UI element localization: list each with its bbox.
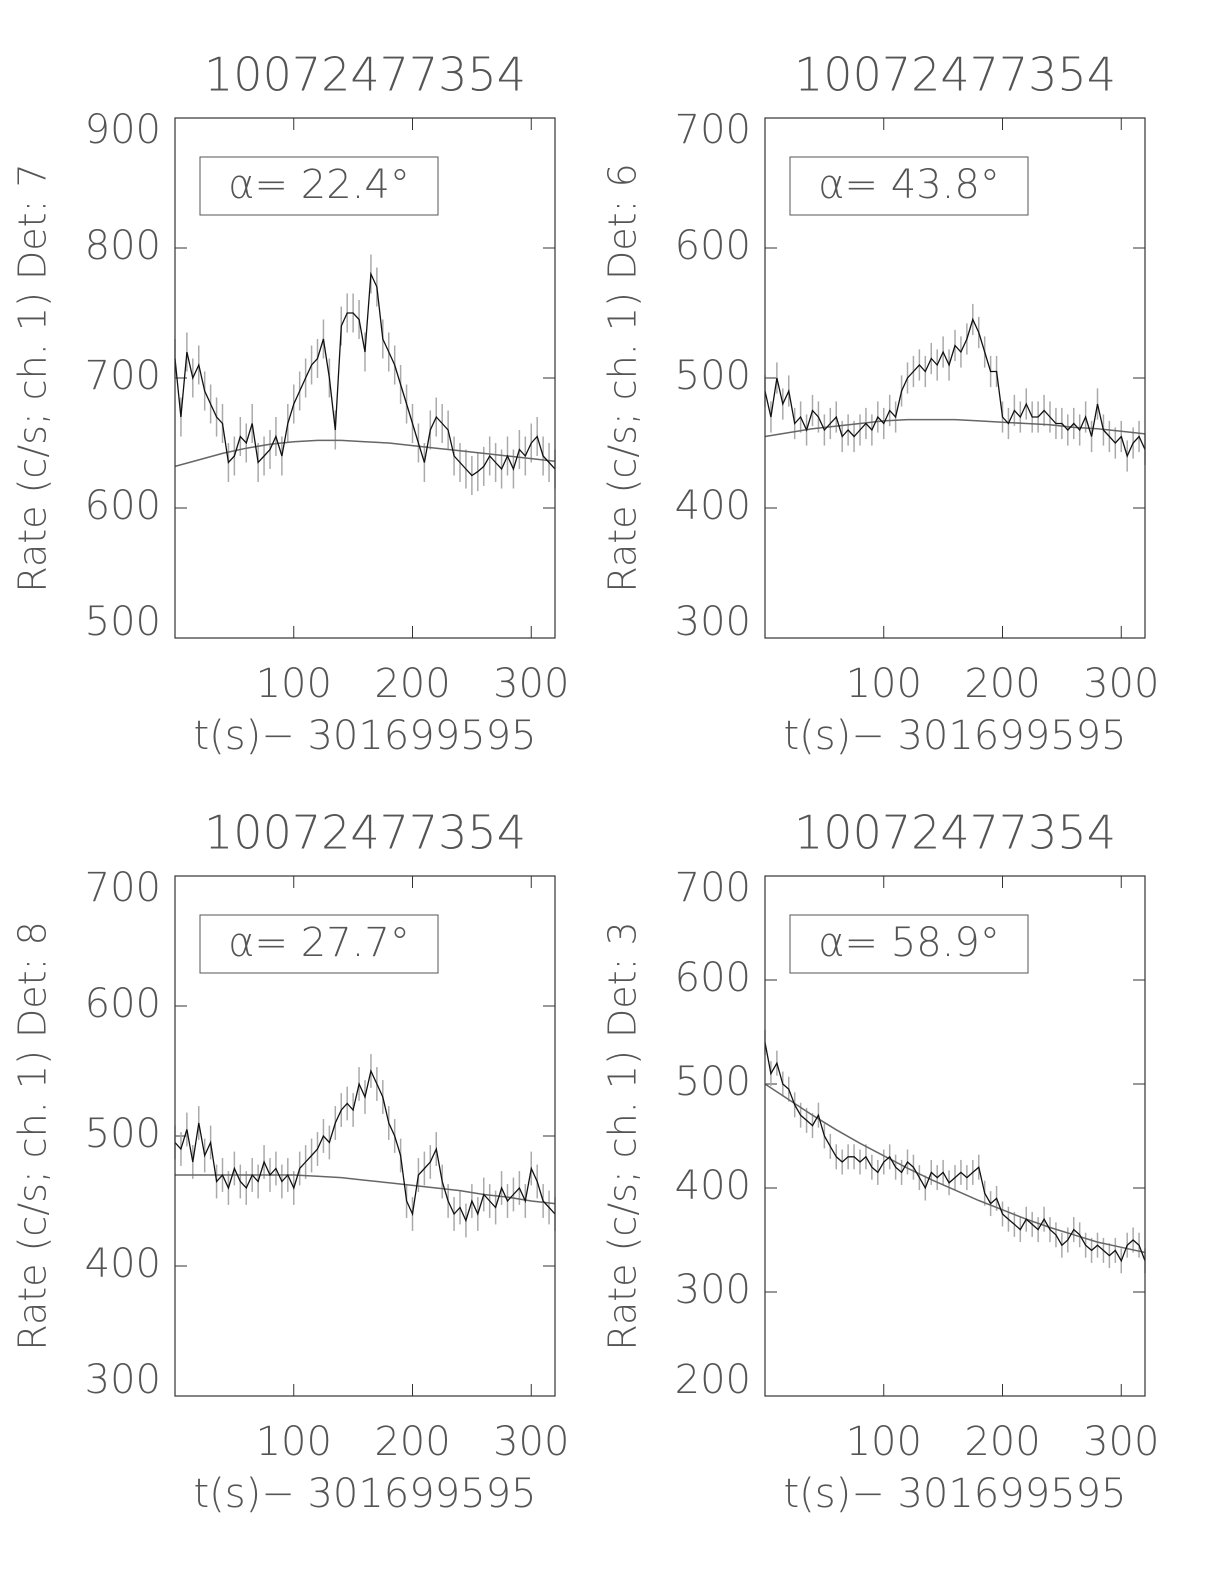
panel-title: 10072477354 [794,48,1116,102]
panel: 10072477354 Rate (c/s; ch. 1) Det: 6 t(s)−… [601,48,1160,760]
y-tick-label: 300 [85,1357,161,1403]
y-tick-label: 400 [675,483,751,529]
fit-curve [175,1174,556,1205]
panel-title: 10072477354 [794,806,1116,860]
annotation: α= 22.4° [228,162,410,208]
plot-frame [174,875,556,1397]
panel: 10072477354 Rate (c/s; ch. 1) Det: 3 t(s)−… [601,806,1160,1518]
y-tick-label: 700 [85,865,161,911]
x-axis-label: t(s)− 301699595 [783,713,1126,759]
x-tick-label: 300 [493,661,569,707]
annotation-box [199,914,439,974]
y-tick-label: 300 [675,1267,751,1313]
y-axis-label: Rate (c/s; ch. 1) Det: 6 [601,163,645,592]
y-tick-label: 900 [85,107,161,153]
y-axis-label: Rate (c/s; ch. 1) Det: 3 [601,921,645,1350]
annotation: α= 43.8° [818,162,1000,208]
y-tick-label: 500 [675,353,751,399]
y-tick-label: 600 [85,981,161,1027]
y-tick-label: 700 [85,353,161,399]
y-tick-label: 800 [85,223,161,269]
panel: 10072477354 Rate (c/s; ch. 1) Det: 8 t(s)−… [11,806,570,1518]
x-tick-label: 100 [846,1419,922,1465]
y-tick-label: 600 [675,955,751,1001]
x-axis-label: t(s)− 301699595 [193,713,536,759]
x-tick-label: 300 [493,1419,569,1465]
x-tick-label: 100 [256,661,332,707]
y-axis-label: Rate (c/s; ch. 1) Det: 7 [11,163,55,592]
y-tick-label: 400 [85,1241,161,1287]
annotation: α= 27.7° [228,920,410,966]
annotation: α= 58.9° [818,920,1000,966]
y-tick-label: 500 [85,599,161,645]
y-tick-label: 700 [675,865,751,911]
fit-curve [764,418,1146,438]
panel: 10072477354 Rate (c/s; ch. 1) Det: 7 t(s)−… [11,48,570,760]
plot-frame [764,117,1146,639]
x-tick-label: 100 [256,1419,332,1465]
annotation-box [789,156,1029,216]
fit-curve [174,439,556,468]
plot-frame [174,117,556,639]
y-tick-label: 700 [675,107,751,153]
plot-frame [764,875,1146,1397]
data-line [764,317,1146,458]
y-tick-label: 600 [85,483,161,529]
annotation-box [199,156,439,216]
x-tick-label: 300 [1083,1419,1159,1465]
x-axis-label: t(s)− 301699595 [193,1471,536,1517]
x-tick-label: 200 [374,661,450,707]
annotation-box [789,914,1029,974]
x-tick-label: 200 [964,661,1040,707]
y-tick-label: 300 [675,599,751,645]
x-tick-label: 300 [1083,661,1159,707]
y-tick-label: 600 [675,223,751,269]
y-tick-label: 400 [675,1163,751,1209]
data-line [174,1068,556,1223]
panel-title: 10072477354 [204,48,526,102]
x-axis-label: t(s)− 301699595 [783,1471,1126,1517]
x-tick-label: 200 [374,1419,450,1465]
panel-title: 10072477354 [204,806,526,860]
x-tick-label: 100 [846,661,922,707]
data-line [764,1042,1146,1263]
y-tick-label: 500 [85,1111,161,1157]
y-tick-label: 200 [675,1357,751,1403]
y-axis-label: Rate (c/s; ch. 1) Det: 8 [11,921,55,1350]
data-line [174,271,556,477]
y-tick-label: 500 [675,1059,751,1105]
x-tick-label: 200 [964,1419,1040,1465]
